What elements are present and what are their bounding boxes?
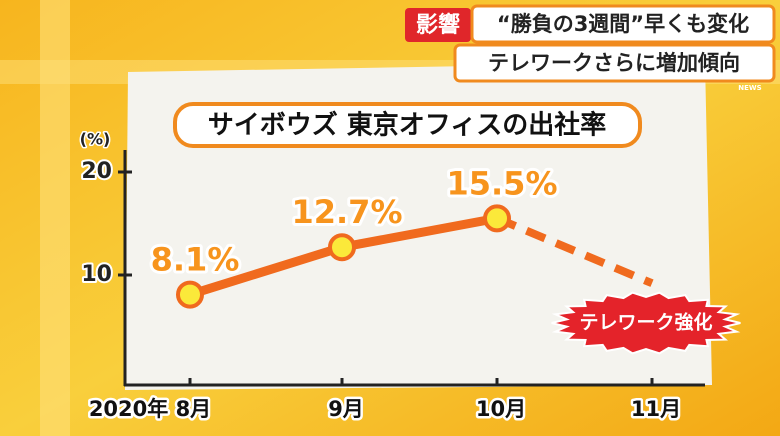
title-box [173, 102, 642, 148]
value-label: 8.1% [151, 241, 240, 279]
headline-1: “勝負の3週間”早くも変化 [497, 12, 749, 36]
x-tick-label: 9月 [328, 397, 364, 421]
value-label: 12.7% [291, 193, 402, 231]
annotation: テレワーク強化 [579, 311, 712, 334]
point [483, 204, 511, 233]
chart-title: サイボウズ 東京オフィスの出社率 [208, 110, 607, 141]
y-tick-label: 20 [81, 159, 112, 184]
burst [551, 291, 741, 355]
y-tick-label: 10 [81, 262, 112, 287]
headline-box [453, 43, 776, 83]
y-unit: (%) [80, 130, 111, 149]
headline-box [470, 4, 776, 44]
projection-line [495, 214, 654, 287]
x-tick-label: 11月 [631, 397, 681, 421]
x-tick-label: 2020年 8月 [89, 397, 211, 421]
value-label: 15.5% [446, 164, 557, 202]
headline-2: テレワークさらに増加傾向 [488, 51, 740, 75]
point [328, 233, 356, 262]
point [176, 280, 204, 309]
x-tick-label: 10月 [476, 397, 526, 421]
logo: NEWS [738, 84, 761, 92]
tag: 影響 [416, 12, 460, 38]
tag-box [405, 8, 471, 42]
